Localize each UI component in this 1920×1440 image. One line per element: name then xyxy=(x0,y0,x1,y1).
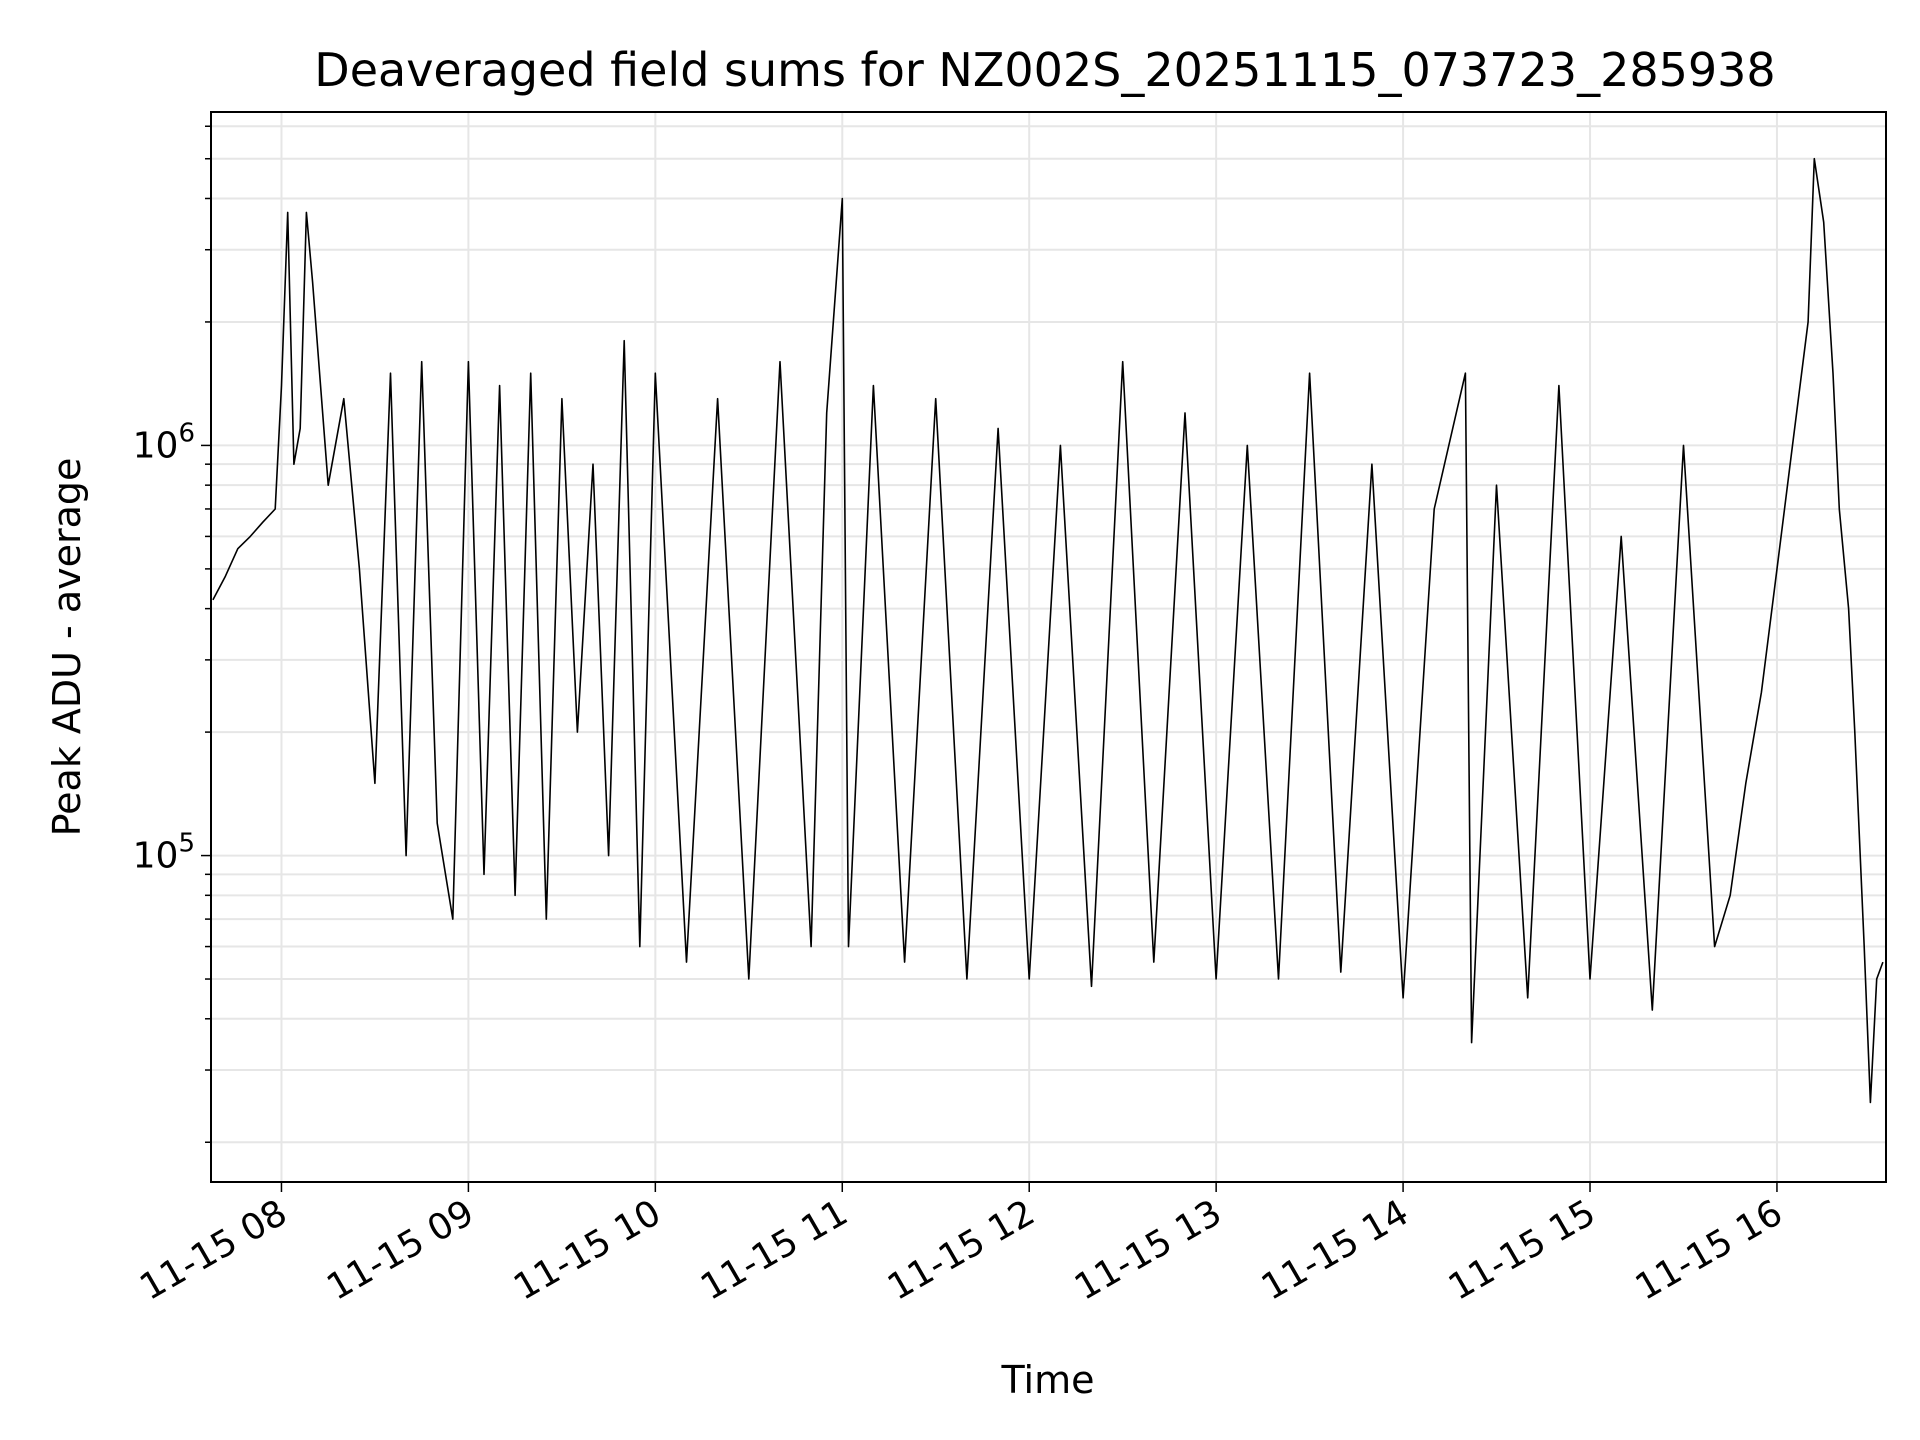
y-axis-label: Peak ADU - average xyxy=(45,458,89,837)
series-line xyxy=(212,157,1884,1104)
y-tick-label: 106 xyxy=(133,418,195,466)
x-axis-label: Time xyxy=(1001,1358,1095,1402)
plot-frame xyxy=(210,111,1887,1183)
series-layer xyxy=(212,157,1884,1104)
chart-title: Deaveraged field sums for NZ002S_2025111… xyxy=(314,43,1775,97)
y-tick-label: 105 xyxy=(133,829,195,877)
